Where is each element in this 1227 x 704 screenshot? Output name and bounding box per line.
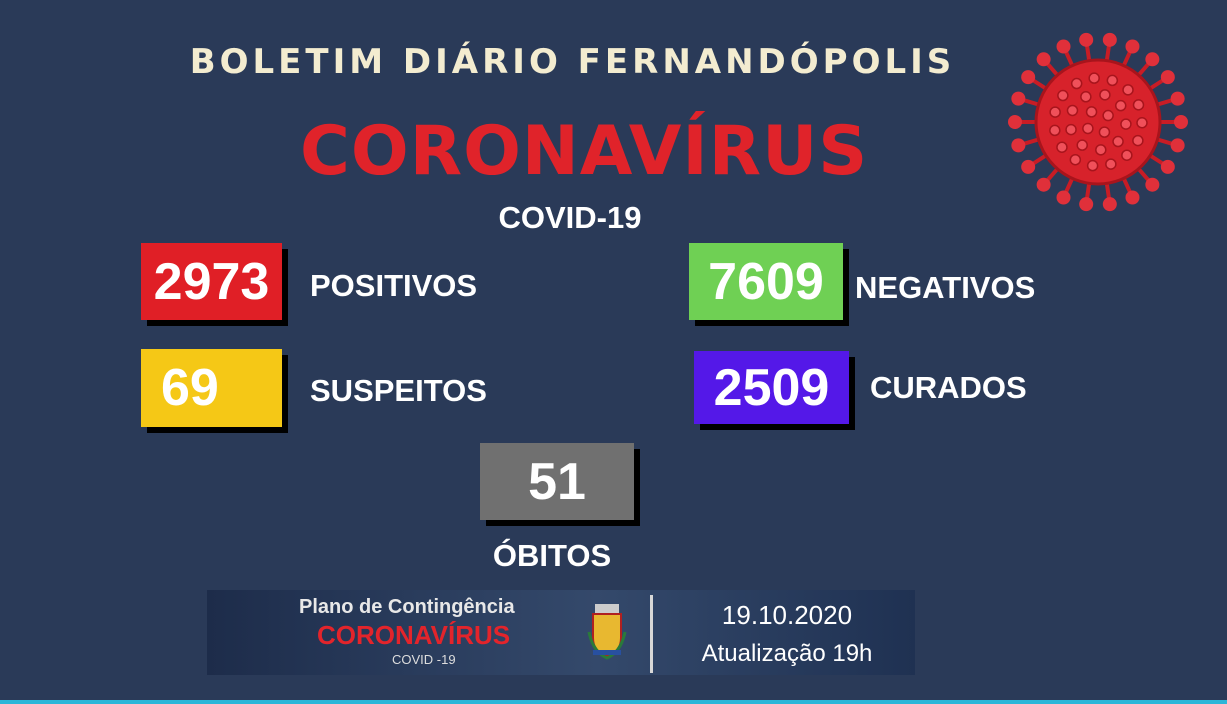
curados-label: CURADOS [870,370,1027,405]
virus-surface-dot [1132,99,1145,111]
banner-line1: Plano de Contingência [299,596,515,618]
virus-surface-dot [1076,139,1088,151]
virus-spike-tip [1011,91,1026,106]
banner-date: 19.10.2020 [721,600,853,630]
obitos-label: ÓBITOS [492,538,612,573]
positivos-label: POSITIVOS [310,268,478,303]
virus-spike-tip [1008,115,1022,129]
virus-surface-dot [1069,153,1082,166]
virus-spike-tip [1174,115,1188,129]
bottom-accent-line [0,700,1227,704]
virus-spike-tip [1125,190,1140,205]
virus-spike-tip [1160,159,1175,174]
virus-surface-dot [1121,149,1133,161]
virus-surface-dot [1049,106,1061,118]
virus-spike-tip [1036,52,1051,67]
banner-update: Atualização 19h [701,640,873,667]
virus-spike-tip [1079,197,1094,212]
virus-surface-dot [1070,77,1083,90]
negativos-count: 7609 [689,243,843,320]
virus-spike-tip [1125,39,1140,54]
banner-line3: COVID -19 [392,652,456,667]
virus-spike-tip [1102,32,1117,47]
virus-spike-tip [1145,177,1160,192]
virus-surface-dot [1086,159,1099,172]
positivos-count: 2973 [141,243,282,320]
positivos-value: 2973 [153,252,270,311]
virus-surface-dot [1088,72,1100,84]
page-title: BOLETIM DIÁRIO FERNANDÓPOLIS [189,42,956,82]
virus-surface-dot [1132,134,1144,147]
virus-surface-dot [1056,141,1068,153]
suspeitos-value: 69 [161,359,219,417]
virus-icon [1008,32,1188,212]
negativos-label: NEGATIVOS [855,270,1036,305]
virus-spike-tip [1021,159,1036,174]
virus-surface-dot [1106,74,1119,87]
virus-spike-tip [1079,32,1094,47]
virus-spike-tip [1170,138,1185,153]
virus-spike-tip [1170,91,1185,106]
negativos-value: 7609 [708,252,824,311]
virus-spike-tip [1160,70,1175,85]
virus-surface-dot [1095,144,1107,156]
virus-spike-tip [1021,70,1036,85]
virus-surface-dot [1112,135,1124,148]
virus-surface-dot [1122,84,1134,96]
curados-count: 2509 [694,351,849,424]
virus-surface-dot [1114,99,1127,112]
curados-value: 2509 [713,358,830,417]
virus-surface-dot [1098,126,1111,138]
virus-surface-dot [1136,117,1148,129]
virus-surface-dot [1080,91,1092,103]
headline: CORONAVÍRUS [300,112,869,191]
virus-spike-tip [1011,138,1026,153]
virus-surface-dot [1085,106,1098,118]
virus-surface-dot [1120,118,1132,130]
virus-surface-dot [1057,89,1069,102]
virus-surface-dot [1099,89,1111,101]
virus-spike-tip [1036,177,1051,192]
banner-line2: CORONAVÍRUS [317,620,511,650]
subtitle: COVID-19 [498,200,642,235]
virus-surface-dot [1102,109,1114,122]
obitos-count: 51 [480,443,634,520]
virus-spike-tip [1056,39,1071,54]
virus-spike-tip [1102,197,1117,212]
virus-surface-dot [1105,158,1117,170]
city-coat-of-arms [587,604,627,660]
contingency-banner: Plano de Contingência CORONAVÍRUS COVID … [207,590,915,675]
obitos-value: 51 [528,452,586,511]
virus-spike-tip [1145,52,1160,67]
suspeitos-label: SUSPEITOS [310,373,487,408]
virus-surface-dot [1065,123,1077,136]
virus-surface-dot [1049,124,1061,137]
banner-divider [650,595,653,673]
virus-surface-dot [1066,104,1079,117]
virus-spike-tip [1056,190,1071,205]
suspeitos-count: 69 [141,349,282,427]
virus-surface-dot [1082,122,1094,135]
